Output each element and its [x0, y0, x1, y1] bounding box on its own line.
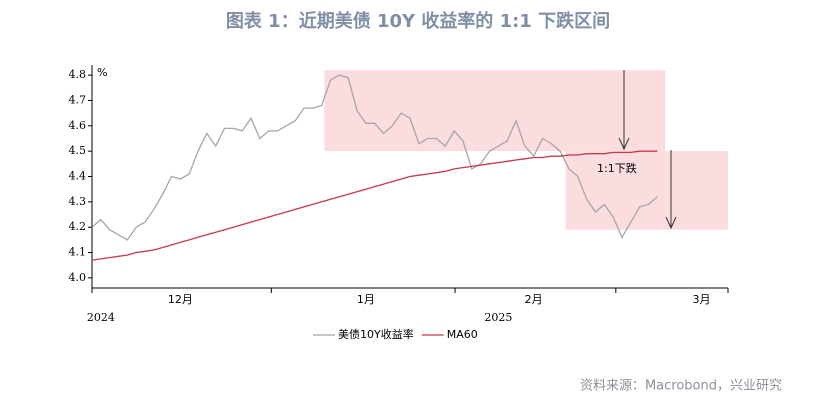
y-unit: %	[97, 66, 107, 79]
highlight	[565, 151, 728, 230]
legend-label: MA60	[447, 328, 478, 341]
series-line	[91, 150, 658, 261]
source: 资料来源：Macrobond，兴业研究	[580, 379, 782, 394]
y-tick-label: 4.7	[69, 93, 87, 106]
y-tick-label: 4.3	[69, 195, 87, 208]
legend-item: MA60	[421, 328, 478, 341]
y-tick-label: 4.4	[69, 170, 87, 183]
arrow-head	[618, 137, 630, 151]
legend-item: 美债10Y收益率	[313, 327, 414, 341]
annotation: 1:1下跌	[597, 161, 637, 175]
x-tick-label: 12月	[168, 293, 193, 306]
y-tick-label: 4.2	[69, 220, 87, 233]
highlight	[324, 70, 666, 152]
highlights	[324, 70, 728, 230]
y-tick-label: 4.5	[69, 144, 87, 157]
legend-label: 美债10Y收益率	[338, 327, 414, 341]
y-tick-label: 4.1	[69, 246, 87, 259]
plot: 4.0 4.1 4.2 4.3 4.4 4.5 4.6 4.7 4.8 12月 1月 2月 3月 2024…	[69, 65, 729, 324]
series-line	[91, 74, 658, 241]
x-tick-label: 3月	[693, 293, 711, 306]
y-tick-label: 4.8	[69, 68, 87, 81]
year-label: 2025	[484, 311, 512, 324]
year-label: 2024	[87, 311, 115, 324]
x-tick-label: 2月	[525, 293, 543, 306]
arrow-head	[665, 216, 677, 230]
y-tick-label: 4.0	[69, 271, 87, 284]
y-tick-label: 4.6	[69, 119, 87, 132]
chart-title: 图表 1：近期美债 10Y 收益率的 1:1 下跌区间	[226, 10, 610, 32]
x-tick-label: 1月	[357, 293, 375, 306]
